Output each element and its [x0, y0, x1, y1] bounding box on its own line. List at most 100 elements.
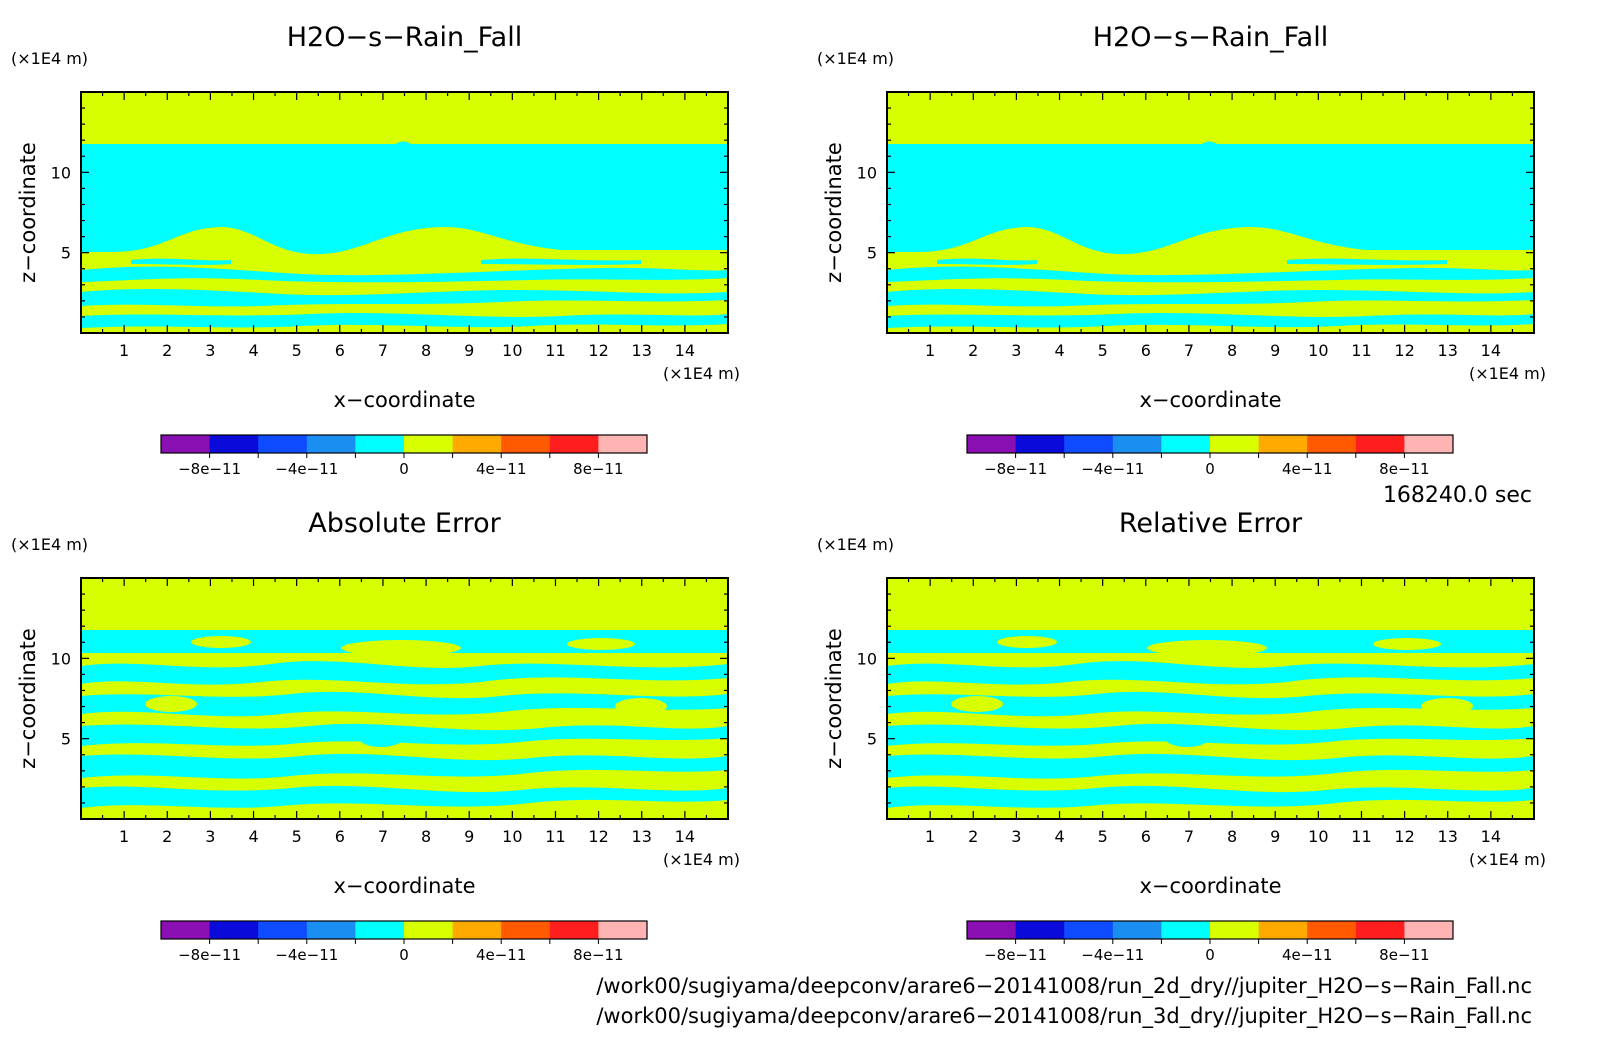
colorbar: −8e−11 −4e−11 0 4e−11 8e−11	[160, 434, 648, 478]
colorbar-swatch	[161, 435, 211, 453]
colorbar-swatch	[598, 435, 648, 453]
x-tick-label: 2	[968, 341, 978, 360]
heatmap-field	[887, 92, 1534, 333]
colorbar-tick-label: −8e−11	[984, 460, 1047, 478]
x-tick-label: 3	[205, 827, 215, 846]
x-tick-label: 11	[545, 827, 565, 846]
colorbar-swatch	[452, 435, 502, 453]
colorbar-swatch	[1064, 921, 1114, 939]
colorbar-swatch	[1064, 435, 1114, 453]
x-tick-label: 12	[1394, 341, 1414, 360]
colorbar-swatch	[1015, 921, 1065, 939]
x-tick-label: 5	[1098, 827, 1108, 846]
x-unit-label: (×1E4 m)	[1469, 364, 1546, 383]
colorbar-swatch	[1161, 435, 1211, 453]
colorbar-tick-label: 8e−11	[1379, 946, 1429, 964]
x-axis-label: x−coordinate	[333, 874, 475, 898]
x-tick-label: 13	[1438, 341, 1458, 360]
colorbar-swatch	[1258, 921, 1308, 939]
colorbar-swatch	[1404, 435, 1454, 453]
z-axis-label: z−coordinate	[16, 142, 40, 283]
panel-title: Absolute Error	[308, 508, 501, 539]
x-unit-label: (×1E4 m)	[1469, 850, 1546, 869]
x-tick-label: 14	[1481, 341, 1501, 360]
x-tick-label: 10	[1308, 827, 1328, 846]
colorbar-tick-label: 4e−11	[1282, 460, 1332, 478]
colorbar-swatch	[404, 435, 454, 453]
colorbar-tick-label: −8e−11	[984, 946, 1047, 964]
x-axis-label: x−coordinate	[1139, 874, 1281, 898]
x-tick-label: 10	[1308, 341, 1328, 360]
x-axis-label: x−coordinate	[1139, 388, 1281, 412]
colorbar: −8e−11 −4e−11 0 4e−11 8e−11	[966, 920, 1454, 964]
colorbar-swatch	[549, 435, 599, 453]
panel-title: Relative Error	[1119, 508, 1303, 539]
x-axis-label: x−coordinate	[333, 388, 475, 412]
x-tick-label: 13	[632, 341, 652, 360]
x-unit-label: (×1E4 m)	[663, 364, 740, 383]
colorbar-swatch	[258, 435, 308, 453]
z-tick-label: 10	[857, 649, 877, 668]
colorbar-swatch	[549, 921, 599, 939]
panel-title: H2O−s−Rain_Fall	[287, 22, 522, 53]
x-tick-label: 6	[335, 341, 345, 360]
colorbar-swatch	[1307, 921, 1357, 939]
colorbar-tick-label: −4e−11	[1081, 460, 1144, 478]
x-tick-label: 12	[588, 827, 608, 846]
x-tick-label: 7	[1184, 341, 1194, 360]
colorbar-tick-label: 8e−11	[573, 460, 623, 478]
z-tick-label: 5	[61, 730, 71, 749]
z-unit-label: (×1E4 m)	[817, 535, 894, 554]
x-tick-label: 2	[162, 827, 172, 846]
x-tick-label: 6	[1141, 827, 1151, 846]
x-tick-label: 14	[675, 341, 695, 360]
colorbar-swatch	[209, 435, 259, 453]
z-tick-label: 5	[867, 244, 877, 263]
z-axis-label: z−coordinate	[822, 628, 846, 769]
heatmap-field	[81, 92, 728, 333]
z-axis-label: z−coordinate	[16, 628, 40, 769]
x-tick-label: 9	[464, 341, 474, 360]
panel-3: Absolute Error(×1E4 m)1 2 3 4 5 6 7 8 9 10 11 12 13 1…	[11, 508, 740, 964]
x-tick-label: 1	[925, 341, 935, 360]
x-tick-label: 7	[378, 341, 388, 360]
x-unit-label: (×1E4 m)	[663, 850, 740, 869]
x-tick-label: 13	[632, 827, 652, 846]
x-tick-label: 13	[1438, 827, 1458, 846]
colorbar-tick-label: 0	[399, 946, 409, 964]
colorbar-tick-label: −4e−11	[1081, 946, 1144, 964]
colorbar: −8e−11 −4e−11 0 4e−11 8e−11	[160, 920, 648, 964]
x-tick-label: 10	[502, 827, 522, 846]
colorbar-swatch	[258, 921, 308, 939]
colorbar-swatch	[355, 921, 405, 939]
x-tick-label: 2	[162, 341, 172, 360]
colorbar-tick-label: 0	[399, 460, 409, 478]
colorbar-tick-label: 0	[1205, 460, 1215, 478]
x-tick-label: 7	[378, 827, 388, 846]
colorbar-swatch	[1307, 435, 1357, 453]
footer-line-2: /work00/sugiyama/deepconv/arare6−2014100…	[596, 1004, 1532, 1029]
x-tick-label: 6	[1141, 341, 1151, 360]
heatmap-field	[81, 578, 728, 819]
z-axis-label: z−coordinate	[822, 142, 846, 283]
x-tick-label: 14	[675, 827, 695, 846]
x-tick-label: 11	[1351, 341, 1371, 360]
x-tick-label: 8	[421, 341, 431, 360]
panel-2: H2O−s−Rain_Fall(×1E4 m)1 2 3 4 5 6 7 8 9 10 11 12 13…	[817, 22, 1546, 478]
z-tick-label: 10	[51, 163, 71, 182]
panel-1: H2O−s−Rain_Fall(×1E4 m)1 2 3 4 5 6 7 8 9 10 11 12 13…	[11, 22, 740, 478]
colorbar-swatch	[1112, 435, 1162, 453]
x-tick-label: 7	[1184, 827, 1194, 846]
colorbar-tick-label: −8e−11	[178, 460, 241, 478]
colorbar-swatch	[1355, 435, 1405, 453]
x-tick-label: 9	[1270, 827, 1280, 846]
colorbar-tick-label: −4e−11	[275, 946, 338, 964]
x-tick-label: 5	[1098, 341, 1108, 360]
colorbar-tick-label: 4e−11	[1282, 946, 1332, 964]
colorbar-swatch	[501, 921, 551, 939]
colorbar-swatch	[1404, 921, 1454, 939]
colorbar-swatch	[306, 435, 356, 453]
panel-title: H2O−s−Rain_Fall	[1093, 22, 1328, 53]
colorbar-swatch	[598, 921, 648, 939]
